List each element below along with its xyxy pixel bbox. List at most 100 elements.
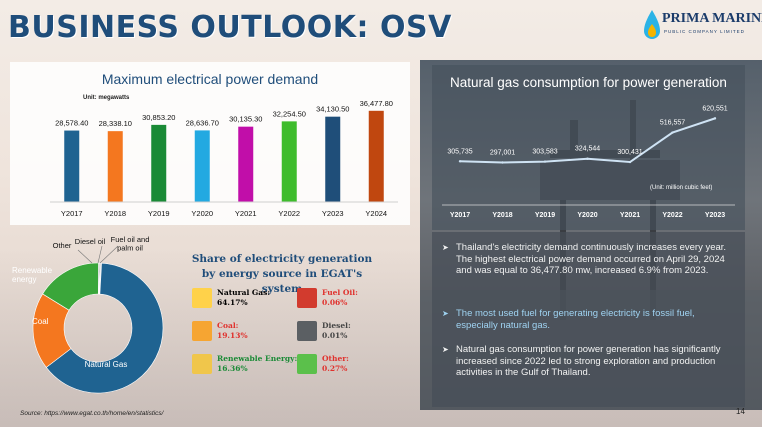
bar-category-label: Y2019 xyxy=(148,209,170,218)
legend-value: 0.27% xyxy=(322,364,348,373)
line-category-label: Y2022 xyxy=(662,212,682,219)
donut-leader-line xyxy=(97,245,103,264)
line-category-label: Y2019 xyxy=(535,212,555,219)
bar-category-label: Y2023 xyxy=(322,209,344,218)
bar-value-label: 28,636.70 xyxy=(186,118,219,127)
bar-value-label: 28,338.10 xyxy=(99,119,132,128)
line-value-label: 620,551 xyxy=(702,105,727,112)
line-value-label: 300,431 xyxy=(617,149,642,156)
bar-value-label: 30,135.30 xyxy=(229,115,262,124)
line-category-label: Y2020 xyxy=(577,212,597,219)
generation-share-title: Share of electricity generation by energ… xyxy=(191,253,373,295)
lightning-icon xyxy=(297,354,317,374)
bar-Y2019 xyxy=(151,124,167,202)
line-category-label: Y2017 xyxy=(450,212,470,219)
bar-category-label: Y2017 xyxy=(61,209,83,218)
legend-item: Diesel: 0.01% xyxy=(297,321,351,341)
donut-leader-line xyxy=(77,249,93,264)
oil-barrel-icon xyxy=(297,288,317,308)
legend-item: Coal: 19.13% xyxy=(192,321,248,341)
bar-Y2024 xyxy=(368,110,384,202)
gas-consumption-title: Natural gas consumption for power genera… xyxy=(450,75,727,90)
bar-value-label: 36,477.80 xyxy=(360,99,393,108)
bullet-arrow-icon: ➤ xyxy=(442,309,449,318)
insights-panel: ➤ Thailand's electricity demand continuo… xyxy=(432,232,745,407)
legend-text: Diesel: 0.01% xyxy=(322,321,351,341)
legend-text: Other: 0.27% xyxy=(322,354,349,374)
legend-text: Renewable Energy: 16.36% xyxy=(217,354,297,374)
legend-value: 19.13% xyxy=(217,331,248,340)
legend-value: 0.06% xyxy=(322,298,348,307)
donut-slice-label: Coal xyxy=(32,317,49,326)
bar-category-label: Y2021 xyxy=(235,209,257,218)
line-point xyxy=(501,161,504,164)
insight-bullet-3: ➤ Natural gas consumption for power gene… xyxy=(442,344,737,379)
legend-item: Renewable Energy: 16.36% xyxy=(192,354,297,374)
legend-item: Natural Gas: 64.17% xyxy=(192,288,270,308)
line-point xyxy=(671,131,674,134)
legend-label: Other: xyxy=(322,354,349,363)
insight-bullet-1: ➤ Thailand's electricity demand continuo… xyxy=(442,242,737,277)
line-value-label: 305,735 xyxy=(447,148,472,155)
donut-slice-label: Renewable energy xyxy=(12,266,53,284)
bar-category-label: Y2020 xyxy=(191,209,213,218)
donut-slice-label: Diesel oil xyxy=(75,237,106,246)
line-value-label: 303,583 xyxy=(532,149,557,156)
bar-value-label: 32,254.50 xyxy=(273,109,306,118)
gas-consumption-panel: Natural gas consumption for power genera… xyxy=(432,65,745,230)
bar-Y2021 xyxy=(238,126,254,202)
droplet-logo-icon xyxy=(644,10,660,39)
insight-text-1: Thailand's electricity demand continuous… xyxy=(456,242,727,276)
solar-panel-icon xyxy=(192,354,212,374)
donut-slice-label: Natural Gas xyxy=(85,360,128,369)
generation-share-donut: Natural Gas Coal Renewable energy Other Diese… xyxy=(10,235,185,416)
legend-label: Natural Gas: xyxy=(217,288,271,297)
line-category-label: Y2023 xyxy=(705,212,725,219)
line-category-label: Y2018 xyxy=(492,212,512,219)
bullet-arrow-icon: ➤ xyxy=(442,243,449,252)
pipeline-icon xyxy=(192,288,212,308)
logo-name: PRIMA MARINE xyxy=(662,11,762,26)
bar-category-label: Y2018 xyxy=(104,209,126,218)
line-value-label: 324,544 xyxy=(575,146,600,153)
source-note: Source: https://www.egat.co.th/home/en/s… xyxy=(20,410,164,417)
insight-text-3: Natural gas consumption for power genera… xyxy=(456,344,721,378)
insight-bullet-2: ➤ The most used fuel for generating elec… xyxy=(442,308,737,331)
bar-value-label: 30,853.20 xyxy=(142,113,175,122)
bar-category-label: Y2024 xyxy=(365,209,387,218)
line-value-label: 516,557 xyxy=(660,120,685,127)
page-number: 14 xyxy=(736,407,745,416)
line-value-label: 297,001 xyxy=(490,149,515,156)
power-demand-bar-chart: 28,578.40 Y2017 28,338.10 Y2018 30,853.20 Y20… xyxy=(50,99,398,218)
power-demand-unit: Unit: megawatts xyxy=(83,95,130,101)
bar-Y2018 xyxy=(107,131,123,202)
legend-label: Diesel: xyxy=(322,321,351,330)
fuel-drum-icon xyxy=(297,321,317,341)
legend-item: Other: 0.27% xyxy=(297,354,349,374)
coal-fire-icon xyxy=(192,321,212,341)
line-point xyxy=(458,160,462,163)
line-point xyxy=(713,117,717,120)
bar-Y2022 xyxy=(281,121,297,202)
donut-leader-line xyxy=(99,245,119,264)
bar-Y2023 xyxy=(325,116,341,202)
bullet-arrow-icon: ➤ xyxy=(442,345,449,354)
legend-value: 64.17% xyxy=(217,298,248,307)
insight-text-2: The most used fuel for generating electr… xyxy=(456,308,695,331)
donut-slice-label: Other xyxy=(53,241,72,250)
company-logo: PRIMA MARINE PUBLIC COMPANY LIMITED xyxy=(642,8,762,48)
bar-value-label: 28,578.40 xyxy=(55,119,88,128)
gas-consumption-line-chart: 305,735 Y2017 297,001 Y2018 303,583 Y2019 324,… xyxy=(442,105,735,219)
slide-title: BUSINESS OUTLOOK: OSV xyxy=(8,10,452,45)
donut-slice xyxy=(45,262,164,394)
bar-Y2020 xyxy=(194,130,210,202)
legend-label: Fuel Oil: xyxy=(322,288,358,297)
line-point xyxy=(543,160,547,163)
logo-tagline: PUBLIC COMPANY LIMITED xyxy=(664,29,745,34)
bar-category-label: Y2022 xyxy=(278,209,300,218)
line-point xyxy=(628,160,632,164)
legend-text: Coal: 19.13% xyxy=(217,321,248,341)
power-demand-panel: Maximum electrical power demand Unit: me… xyxy=(10,62,410,225)
bar-Y2017 xyxy=(64,130,80,202)
donut-chart-svg: Natural Gas Coal Renewable energy Other Diese… xyxy=(12,235,164,394)
